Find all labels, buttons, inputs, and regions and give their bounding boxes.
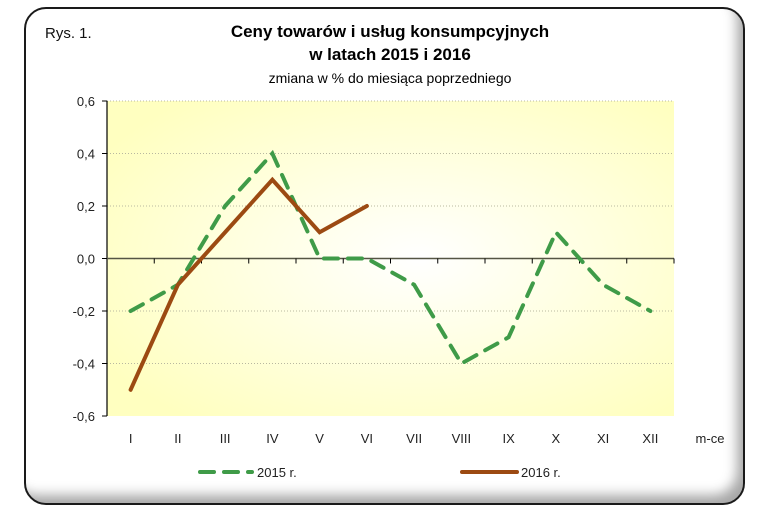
x-tick-label: I xyxy=(129,431,133,446)
x-tick-label: VII xyxy=(406,431,422,446)
chart-subtitle: zmiana w % do miesiąca poprzedniego xyxy=(268,70,512,86)
y-tick-label: 0,2 xyxy=(77,199,95,214)
x-tick-label: V xyxy=(315,431,324,446)
x-tick-label: VIII xyxy=(452,431,472,446)
y-tick-label: 0,6 xyxy=(77,94,95,109)
y-axis-labels: 0,6 0,4 0,2 0,0 -0,2 -0,4 -0,6 xyxy=(73,94,95,424)
x-tick-label: IV xyxy=(266,431,279,446)
series-line-2016r xyxy=(128,176,369,392)
x-axis-labels: I II III IV V VI VII VIII IX X XI XII m-ce xyxy=(129,431,725,446)
x-axis-title: m-ce xyxy=(696,431,725,446)
series-line-2015r xyxy=(128,149,653,367)
x-tick-label: III xyxy=(220,431,231,446)
chart-title-line2: w latach 2015 i 2016 xyxy=(309,45,471,64)
legend: 2015 r. 2016 r. xyxy=(198,465,561,480)
legend-label: 2015 r. xyxy=(257,465,297,480)
x-tick-label: XI xyxy=(597,431,609,446)
x-tick-label: X xyxy=(552,431,561,446)
y-tick-label: -0,6 xyxy=(73,409,95,424)
y-tick-label: -0,4 xyxy=(73,357,95,372)
x-tick-label: XII xyxy=(642,431,658,446)
legend-label: 2016 r. xyxy=(521,465,561,480)
x-tick-label: VI xyxy=(361,431,373,446)
figure-label: Rys. 1. xyxy=(45,25,92,42)
y-tick-label: 0,0 xyxy=(77,252,95,267)
y-tick-label: -0,2 xyxy=(73,304,95,319)
x-tick-label: IX xyxy=(502,431,515,446)
chart-title: Ceny towarów i usług konsumpcyjnych xyxy=(230,22,550,41)
y-tick-label: 0,4 xyxy=(77,147,95,162)
series-lines xyxy=(128,149,653,392)
x-tick-label: II xyxy=(174,431,181,446)
